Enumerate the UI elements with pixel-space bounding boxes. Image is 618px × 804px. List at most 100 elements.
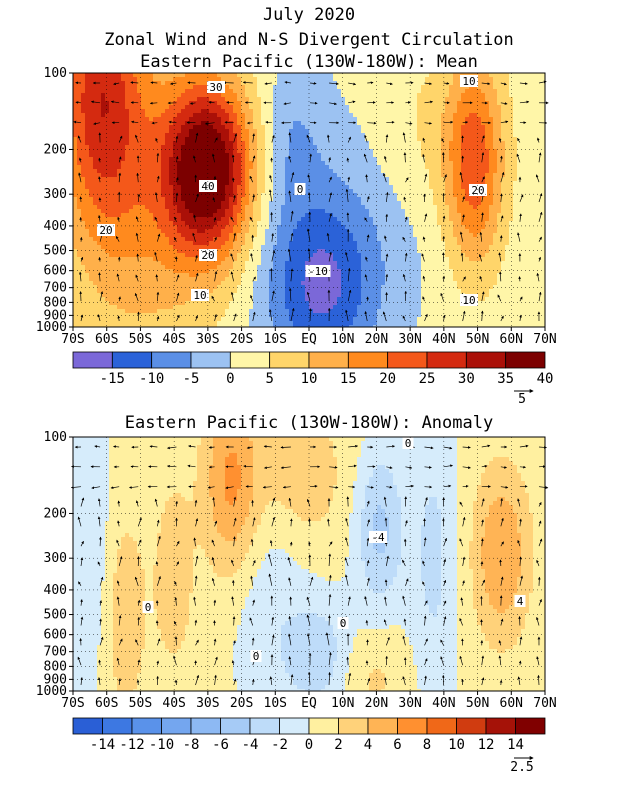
field-cell <box>193 137 198 142</box>
field-cell <box>537 201 542 206</box>
field-cell <box>357 237 362 242</box>
field-cell <box>309 73 314 78</box>
field-cell <box>353 145 358 150</box>
field-cell <box>509 237 514 242</box>
field-cell <box>209 157 214 162</box>
field-cell <box>145 185 150 190</box>
field-cell <box>469 217 474 222</box>
field-cell <box>525 221 530 226</box>
field-cell <box>121 121 126 126</box>
field-cell <box>477 137 482 142</box>
field-cell <box>321 161 326 166</box>
field-cell <box>85 173 90 178</box>
field-cell <box>465 221 470 226</box>
field-cell <box>449 97 454 102</box>
field-cell <box>233 161 238 166</box>
field-cell <box>197 153 202 158</box>
field-cell <box>105 217 110 222</box>
field-cell <box>297 229 302 234</box>
field-cell <box>453 73 458 78</box>
field-cell <box>517 173 522 178</box>
field-cell <box>433 101 438 106</box>
field-cell <box>193 221 198 226</box>
field-cell <box>81 81 86 86</box>
field-cell <box>421 225 426 230</box>
field-cell <box>405 85 410 90</box>
field-cell <box>257 229 262 234</box>
field-cell <box>225 161 230 166</box>
field-cell <box>333 217 338 222</box>
field-cell <box>345 145 350 150</box>
field-cell <box>537 137 542 142</box>
field-cell <box>189 109 194 114</box>
field-cell <box>409 89 414 94</box>
field-cell <box>113 117 118 122</box>
field-cell <box>321 237 326 242</box>
field-cell <box>225 105 230 110</box>
field-cell <box>417 109 422 114</box>
field-cell <box>229 185 234 190</box>
field-cell <box>289 157 294 162</box>
field-cell <box>237 197 242 202</box>
field-cell <box>125 233 130 238</box>
field-cell <box>373 225 378 230</box>
field-cell <box>81 233 86 238</box>
field-cell <box>357 181 362 186</box>
field-cell <box>213 169 218 174</box>
field-cell <box>185 241 190 246</box>
field-cell <box>245 129 250 134</box>
field-cell <box>517 141 522 146</box>
field-cell <box>437 173 442 178</box>
field-cell <box>505 165 510 170</box>
field-cell <box>125 185 130 190</box>
figure-subtitle: Zonal Wind and N-S Divergent Circulation <box>104 30 513 50</box>
field-cell <box>241 97 246 102</box>
field-cell <box>349 221 354 226</box>
field-cell <box>269 209 274 214</box>
field-cell <box>185 141 190 146</box>
field-cell <box>461 141 466 146</box>
field-cell <box>233 153 238 158</box>
field-cell <box>193 201 198 206</box>
field-cell <box>253 197 258 202</box>
field-cell <box>277 181 282 186</box>
field-cell <box>481 109 486 114</box>
field-cell <box>425 221 430 226</box>
field-cell <box>157 89 162 94</box>
field-cell <box>477 205 482 210</box>
field-cell <box>281 125 286 130</box>
field-cell <box>373 157 378 162</box>
field-cell <box>197 157 202 162</box>
field-cell <box>365 205 370 210</box>
field-cell <box>149 193 154 198</box>
field-cell <box>93 213 98 218</box>
field-cell <box>357 161 362 166</box>
field-cell <box>389 89 394 94</box>
field-cell <box>321 185 326 190</box>
field-cell <box>453 209 458 214</box>
field-cell <box>309 173 314 178</box>
field-cell <box>129 153 134 158</box>
field-cell <box>125 81 130 86</box>
field-cell <box>277 233 282 238</box>
field-cell <box>89 89 94 94</box>
field-cell <box>217 177 222 182</box>
field-cell <box>193 193 198 198</box>
field-cell <box>373 181 378 186</box>
field-cell <box>261 113 266 118</box>
field-cell <box>385 237 390 242</box>
field-cell <box>393 169 398 174</box>
field-cell <box>265 109 270 114</box>
field-cell <box>193 225 198 230</box>
field-cell <box>73 77 78 82</box>
field-cell <box>505 225 510 230</box>
field-cell <box>497 149 502 154</box>
field-cell <box>397 205 402 210</box>
field-cell <box>89 77 94 82</box>
field-cell <box>453 165 458 170</box>
field-cell <box>449 73 454 78</box>
field-cell <box>489 113 494 118</box>
field-cell <box>237 145 242 150</box>
field-cell <box>149 213 154 218</box>
field-cell <box>537 185 542 190</box>
